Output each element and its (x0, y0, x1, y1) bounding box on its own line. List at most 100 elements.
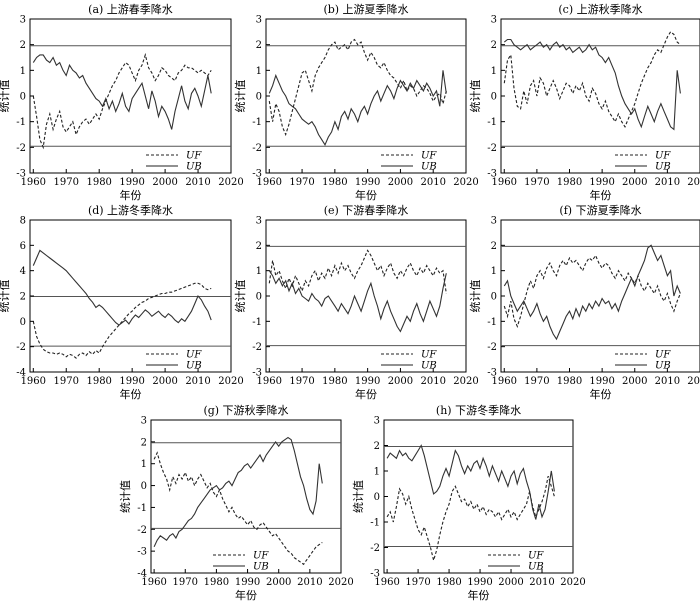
legend-label-UF: UF (421, 151, 437, 162)
x-tick-label: 1960 (257, 177, 282, 188)
x-tick-label: 1990 (589, 177, 614, 188)
x-tick-label: 2020 (687, 177, 700, 188)
y-tick-label: -3 (487, 169, 497, 180)
y-axis-label: 统计值 (234, 80, 247, 113)
y-axis-label: 统计值 (234, 280, 247, 313)
series-line-UB (268, 270, 447, 333)
x-tick-label: 1990 (119, 376, 144, 387)
x-tick-label: 2010 (420, 177, 445, 188)
legend-label-UB: UB (655, 361, 671, 372)
y-tick-label: 1 (256, 266, 262, 277)
x-tick-label: 1990 (355, 177, 380, 188)
chart-panel-6: -4 -3 -2 -1 0 1 2 3 1960 1970 1980 1990 2000 2010 2020… (119, 403, 354, 602)
chart-panel-1: -3 -2 -1 0 1 2 3 1960 1970 1980 1990 2000 2010 2020 (b… (234, 2, 479, 202)
legend-label-UF: UF (253, 551, 269, 562)
x-tick-label: 1990 (589, 376, 614, 387)
series-line-UB (153, 436, 323, 548)
x-tick-label: 1970 (54, 376, 79, 387)
x-tick-label: 1960 (492, 177, 517, 188)
x-tick-label: 1960 (257, 376, 282, 387)
legend-label-UF: UF (186, 151, 202, 162)
x-tick-label: 2020 (218, 376, 243, 387)
y-tick-label: -1 (137, 503, 147, 514)
y-tick-label: -2 (16, 143, 26, 154)
panel-title: (e) 下游春季降水 (324, 203, 409, 217)
series-line-UF (32, 52, 212, 150)
series-line-UF (32, 282, 212, 359)
y-tick-label: -3 (137, 547, 147, 558)
series-line-UB (32, 249, 212, 326)
x-tick-label: 1960 (21, 177, 46, 188)
series-line-UF (153, 451, 323, 566)
x-tick-label: 1960 (374, 577, 399, 588)
series-line-UB (503, 38, 681, 131)
legend-label-UF: UF (421, 350, 437, 361)
y-tick-label: -3 (370, 569, 380, 580)
x-axis-label: 年份 (120, 387, 142, 401)
y-tick-label: 3 (256, 216, 262, 227)
chart-panel-7: -3 -2 -1 0 1 2 3 1960 1970 1980 1990 2000 2010 2020 (h… (352, 403, 586, 602)
y-tick-label: 0 (141, 481, 147, 492)
chart-panel-5: -3 -2 -1 0 1 2 3 1960 1970 1980 1990 2000 2010 2020 (f… (469, 203, 700, 401)
y-tick-label: 2 (256, 241, 262, 252)
y-tick-label: -2 (487, 143, 497, 154)
x-tick-label: 2000 (388, 376, 413, 387)
y-tick-label: 0 (256, 292, 262, 303)
series-line-UF (268, 249, 447, 294)
y-tick-label: -2 (370, 543, 380, 554)
panel-title: (a) 上游春季降水 (88, 2, 173, 16)
legend-label-UB: UB (655, 162, 671, 173)
panel-title: (f) 下游夏季降水 (559, 203, 641, 217)
legend-label-UF: UF (186, 350, 202, 361)
x-tick-label: 1980 (86, 177, 111, 188)
x-tick-label: 2000 (266, 577, 291, 588)
x-axis-label: 年份 (120, 188, 142, 202)
legend-label-UF: UF (655, 350, 671, 361)
x-tick-label: 1970 (289, 177, 314, 188)
y-tick-label: 2 (141, 437, 147, 448)
x-tick-label: 2000 (498, 577, 523, 588)
x-tick-label: 2000 (388, 177, 413, 188)
x-tick-label: 2010 (185, 376, 210, 387)
x-tick-label: 2010 (655, 177, 680, 188)
panel-title: (c) 上游秋季降水 (558, 2, 642, 16)
x-tick-label: 1980 (322, 376, 347, 387)
y-tick-label: -1 (487, 317, 497, 328)
x-tick-label: 1970 (173, 577, 198, 588)
y-tick-label: 6 (20, 241, 26, 252)
x-tick-label: 1960 (492, 376, 517, 387)
chart-panel-0: -3 -2 -1 0 1 2 3 1960 1970 1980 1990 2000 2010 2020 (a… (0, 2, 244, 202)
panel-title: (b) 上游夏季降水 (323, 2, 408, 16)
x-tick-label: 2020 (453, 376, 478, 387)
x-tick-label: 2000 (152, 376, 177, 387)
y-axis-label: 统计值 (119, 480, 132, 513)
x-tick-label: 2010 (297, 577, 322, 588)
x-axis-label: 年份 (590, 188, 612, 202)
y-tick-label: 2 (20, 292, 26, 303)
x-tick-label: 2010 (655, 376, 680, 387)
y-tick-label: -1 (487, 117, 497, 128)
x-tick-label: 2010 (185, 177, 210, 188)
x-axis-label: 年份 (355, 188, 377, 202)
panel-title: (h) 下游冬季降水 (436, 403, 521, 417)
y-tick-label: -1 (370, 518, 380, 529)
y-tick-label: 4 (20, 266, 26, 277)
x-tick-label: 2010 (420, 376, 445, 387)
x-tick-label: 1980 (436, 577, 461, 588)
legend-label-UB: UB (421, 162, 437, 173)
y-tick-label: -4 (16, 368, 26, 379)
legend-label-UB: UB (186, 361, 202, 372)
y-tick-label: 1 (141, 459, 147, 470)
y-tick-label: 1 (491, 266, 497, 277)
x-axis-label: 年份 (355, 387, 377, 401)
x-axis-label: 年份 (468, 588, 490, 602)
y-tick-label: 0 (20, 317, 26, 328)
chart-panel-4: -3 -2 -1 0 1 2 3 1960 1970 1980 1990 2000 2010 2020 (e… (234, 203, 479, 401)
y-tick-label: -2 (137, 525, 147, 536)
x-tick-label: 1990 (467, 577, 492, 588)
y-tick-label: 0 (20, 92, 26, 103)
y-tick-label: 8 (20, 216, 26, 227)
chart-panel-3: -4 -2 0 2 4 6 8 1960 1970 1980 1990 2000 2010 2020 (d)… (0, 203, 244, 401)
y-tick-label: 3 (491, 216, 497, 227)
